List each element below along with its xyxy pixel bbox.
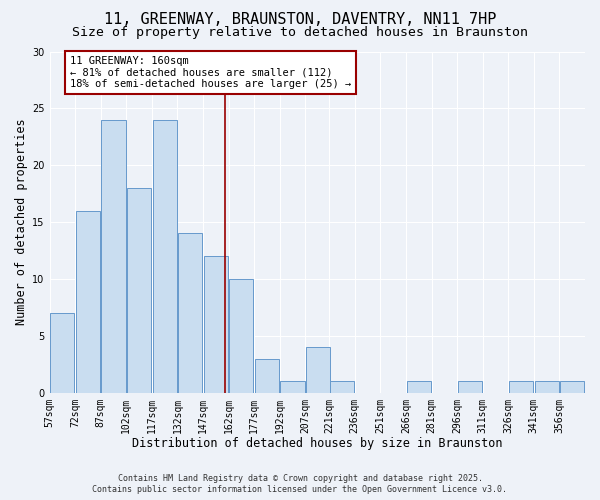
- Bar: [280, 382, 305, 392]
- X-axis label: Distribution of detached houses by size in Braunston: Distribution of detached houses by size …: [132, 437, 503, 450]
- Bar: [101, 120, 125, 392]
- Bar: [76, 210, 100, 392]
- Bar: [458, 382, 482, 392]
- Bar: [255, 358, 279, 392]
- Bar: [152, 120, 177, 392]
- Text: 11 GREENWAY: 160sqm
← 81% of detached houses are smaller (112)
18% of semi-detac: 11 GREENWAY: 160sqm ← 81% of detached ho…: [70, 56, 351, 89]
- Bar: [306, 347, 330, 393]
- Bar: [203, 256, 228, 392]
- Y-axis label: Number of detached properties: Number of detached properties: [15, 119, 28, 326]
- Bar: [535, 382, 559, 392]
- Bar: [229, 279, 253, 392]
- Text: 11, GREENWAY, BRAUNSTON, DAVENTRY, NN11 7HP: 11, GREENWAY, BRAUNSTON, DAVENTRY, NN11 …: [104, 12, 496, 28]
- Bar: [178, 234, 202, 392]
- Bar: [407, 382, 431, 392]
- Text: Contains HM Land Registry data © Crown copyright and database right 2025.
Contai: Contains HM Land Registry data © Crown c…: [92, 474, 508, 494]
- Bar: [560, 382, 584, 392]
- Text: Size of property relative to detached houses in Braunston: Size of property relative to detached ho…: [72, 26, 528, 39]
- Bar: [509, 382, 533, 392]
- Bar: [127, 188, 151, 392]
- Bar: [50, 313, 74, 392]
- Bar: [330, 382, 354, 392]
